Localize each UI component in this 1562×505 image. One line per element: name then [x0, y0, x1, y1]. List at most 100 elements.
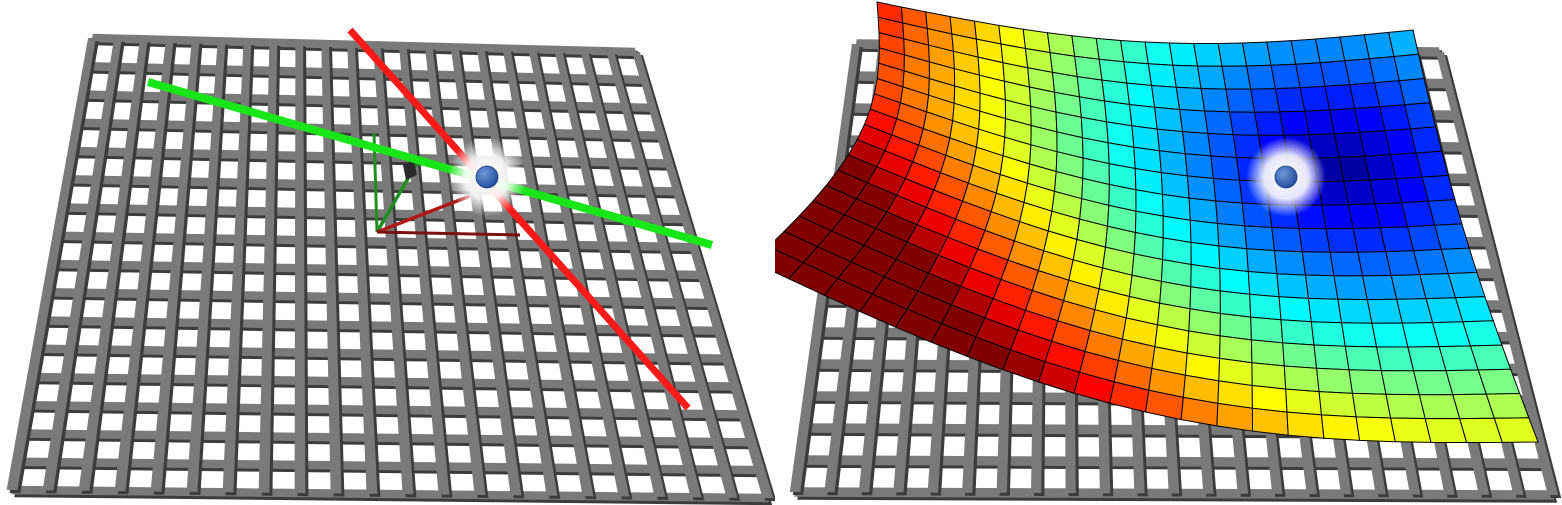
surface-cell: [1307, 297, 1343, 324]
surface-cell: [1389, 417, 1432, 443]
surface-point: [475, 165, 499, 189]
surface-cell: [1313, 344, 1350, 371]
surface-cell: [1250, 88, 1281, 113]
surface-cell: [1251, 362, 1287, 390]
surface-cell: [1310, 321, 1346, 347]
surface-cell: [1348, 369, 1387, 395]
surface-cell: [1186, 175, 1217, 202]
surface-cell: [1247, 270, 1280, 298]
surface-cell: [1316, 367, 1354, 394]
surface-cell: [1098, 58, 1128, 84]
surface-cell: [1225, 88, 1256, 113]
surface-cell: [1276, 273, 1310, 299]
frame-red-edge: [376, 194, 471, 234]
curved-surface: [775, 1, 1539, 444]
grid-col-bar: [78, 39, 148, 491]
surface-cell: [1160, 172, 1190, 199]
surface-cell: [1120, 39, 1149, 65]
surface-cell: [1156, 128, 1186, 155]
surface-cell: [1241, 41, 1272, 67]
surface-cell: [1344, 345, 1382, 372]
surface-cell: [1341, 322, 1378, 348]
surface-cell: [1351, 392, 1392, 419]
grid-col-bar: [554, 49, 666, 497]
surface-cell: [1493, 417, 1539, 443]
grid-col-bar: [1436, 51, 1559, 496]
grid-col-bar: [42, 38, 122, 491]
surface-cell: [1274, 87, 1306, 113]
surface-cell: [1380, 370, 1421, 396]
surface-point-right: [1246, 137, 1326, 217]
surface-cell: [1219, 267, 1251, 295]
surface-cell: [1168, 42, 1199, 67]
surface-cell: [1254, 111, 1285, 136]
surface-cell: [1279, 110, 1310, 136]
surface-cell: [1270, 63, 1301, 90]
surface-cell: [1196, 65, 1227, 90]
surface-cell: [1217, 42, 1248, 67]
surface-cell: [1298, 227, 1331, 253]
surface-cell: [1304, 274, 1339, 300]
surface-cell: [1271, 226, 1303, 253]
surface-cell: [1385, 393, 1426, 420]
grid-col-bar: [632, 51, 774, 499]
surface-cell: [1393, 53, 1425, 82]
surface-cell: [1409, 126, 1443, 154]
right-panel: [775, 1, 1562, 503]
surface-cell: [1126, 82, 1156, 108]
surface-cell: [1158, 150, 1188, 177]
grid-col-bar: [502, 48, 594, 497]
surface-cell: [1210, 155, 1241, 181]
left-ground-grid: [6, 33, 775, 505]
left-panel: [6, 27, 775, 505]
surface-cell: [1427, 199, 1463, 226]
green-axis-line: [146, 78, 714, 249]
grid-col-bar: [424, 46, 486, 495]
surface-cell: [1321, 204, 1354, 230]
grid-col-bar: [606, 51, 738, 498]
frame-marker: [403, 160, 417, 180]
frame-base-line: [376, 230, 521, 237]
surface-cell: [1221, 65, 1252, 90]
grid-col-bar: [222, 41, 252, 493]
surface-cell: [1337, 298, 1373, 324]
surface-cell: [1282, 342, 1318, 369]
surface-cell: [1278, 296, 1312, 323]
surface-point: [1274, 165, 1298, 189]
surface-cell: [1273, 250, 1307, 276]
surface-cell: [1244, 225, 1276, 252]
surface-cell: [1398, 77, 1431, 106]
surface-cell: [1318, 391, 1357, 418]
grid-col-bar: [528, 49, 630, 497]
surface-cell: [1204, 110, 1234, 136]
surface-cell: [1280, 319, 1315, 346]
surface-cell: [1219, 290, 1252, 318]
surface-cell: [1246, 248, 1278, 275]
surface-cell: [1250, 316, 1284, 344]
grid-col-bar: [114, 39, 174, 492]
surface-cell: [1301, 251, 1335, 277]
grid-col-bar: [294, 43, 306, 494]
red-axis-line: [347, 27, 691, 411]
tangent-axes: [146, 27, 714, 411]
surface-cell: [1229, 111, 1260, 136]
surface-cell: [1207, 132, 1238, 159]
grid-col-bar: [6, 37, 96, 491]
surface-cell: [1175, 86, 1206, 112]
surface-cell: [1375, 346, 1415, 372]
surface-cell: [1250, 339, 1285, 367]
grid-col-bar: [321, 43, 342, 494]
surface-cell: [1246, 64, 1276, 90]
surface-cell: [1172, 64, 1202, 90]
surface-cell: [1212, 177, 1243, 204]
surface-cell: [1189, 219, 1220, 247]
surface-cell: [1179, 108, 1209, 135]
surface-cell: [1128, 103, 1158, 130]
grid-col-bar: [373, 45, 414, 495]
surface-cell: [1144, 41, 1174, 66]
surface-cell: [1151, 84, 1181, 111]
grid-row-bar: [11, 485, 770, 503]
surface-cell: [1123, 61, 1153, 87]
surface-cell: [1182, 131, 1212, 157]
